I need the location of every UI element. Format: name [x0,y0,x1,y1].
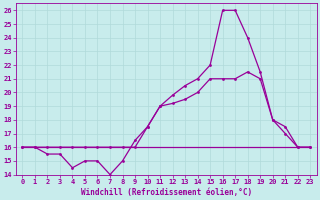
X-axis label: Windchill (Refroidissement éolien,°C): Windchill (Refroidissement éolien,°C) [81,188,252,197]
